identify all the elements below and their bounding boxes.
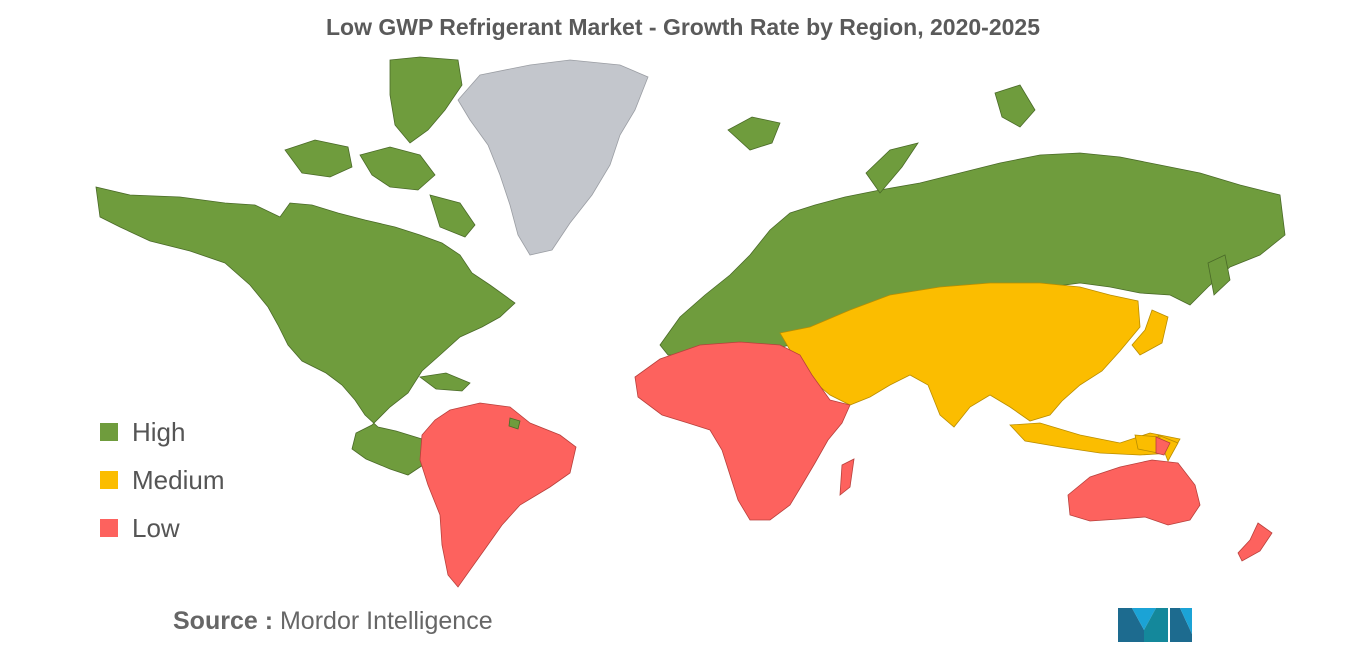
region-europe-russia [659, 84, 1286, 356]
region-greenland [457, 59, 649, 256]
legend-swatch-low [100, 519, 118, 537]
region-africa [634, 341, 855, 521]
source-line: Source : Mordor Intelligence [173, 607, 493, 636]
region-north-america [95, 56, 516, 476]
legend-label-low: Low [132, 512, 180, 543]
legend-item-low: Low [100, 504, 224, 552]
map-legend: High Medium Low [100, 408, 224, 552]
legend-item-high: High [100, 408, 224, 456]
legend-label-high: High [132, 416, 186, 447]
chart-title: Low GWP Refrigerant Market - Growth Rate… [325, 14, 1041, 40]
region-asia-medium [779, 282, 1181, 462]
legend-swatch-high [100, 423, 118, 441]
region-australia-oceania [1067, 434, 1273, 562]
source-key: Source : [173, 607, 274, 635]
mordor-intelligence-logo [1118, 608, 1192, 642]
legend-swatch-medium [100, 471, 118, 489]
legend-item-medium: Medium [100, 456, 224, 504]
region-south-america [419, 402, 577, 588]
legend-label-medium: Medium [132, 464, 225, 495]
source-value: Mordor Intelligence [279, 607, 493, 635]
world-map [95, 56, 1286, 588]
